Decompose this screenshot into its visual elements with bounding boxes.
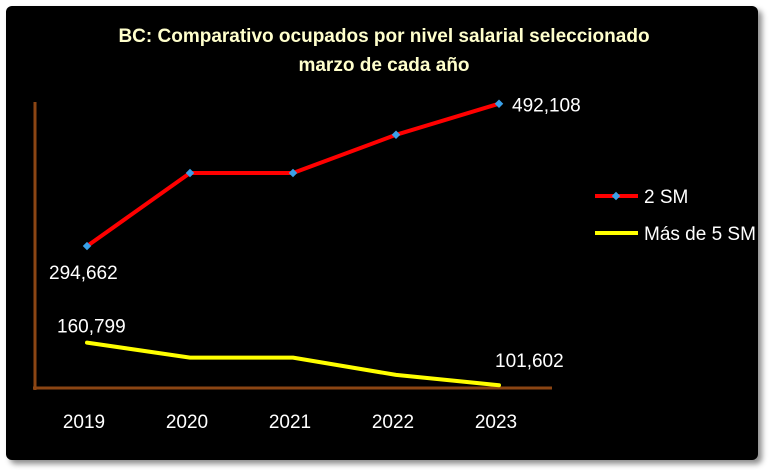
series-lines	[82, 99, 504, 388]
series-marker-0	[391, 130, 401, 140]
chart-title: BC: Comparativo ocupados por nivel salar…	[118, 26, 649, 47]
series-marker-0	[288, 168, 298, 178]
legend-item-mas-5sm: Más de 5 SM	[595, 224, 756, 245]
x-tick-label: 2022	[372, 412, 414, 433]
series-line-1	[85, 340, 501, 388]
axes	[33, 102, 552, 390]
series-marker-0	[82, 241, 92, 251]
series-marker-0	[185, 168, 195, 178]
data-label: 101,602	[495, 351, 564, 372]
legend-label-2sm: 2 SM	[644, 187, 688, 208]
x-tick-label: 2021	[269, 412, 311, 433]
x-tick-labels: 2019 2020 2021 2022 2023	[63, 412, 517, 433]
chart-subtitle: marzo de cada año	[298, 55, 469, 76]
legend: 2 SM Más de 5 SM	[595, 187, 756, 245]
x-tick-label: 2020	[166, 412, 208, 433]
data-labels: 294,662 492,108 160,799 101,602	[49, 96, 581, 373]
data-label: 492,108	[512, 96, 581, 117]
series-marker-0	[494, 99, 504, 108]
legend-marker-2sm	[611, 191, 621, 201]
x-tick-label: 2023	[475, 412, 517, 433]
legend-label-mas-5sm: Más de 5 SM	[644, 224, 756, 245]
data-label: 160,799	[57, 317, 126, 338]
legend-item-2sm: 2 SM	[595, 187, 688, 208]
data-label: 294,662	[49, 263, 118, 284]
x-tick-label: 2019	[63, 412, 105, 433]
